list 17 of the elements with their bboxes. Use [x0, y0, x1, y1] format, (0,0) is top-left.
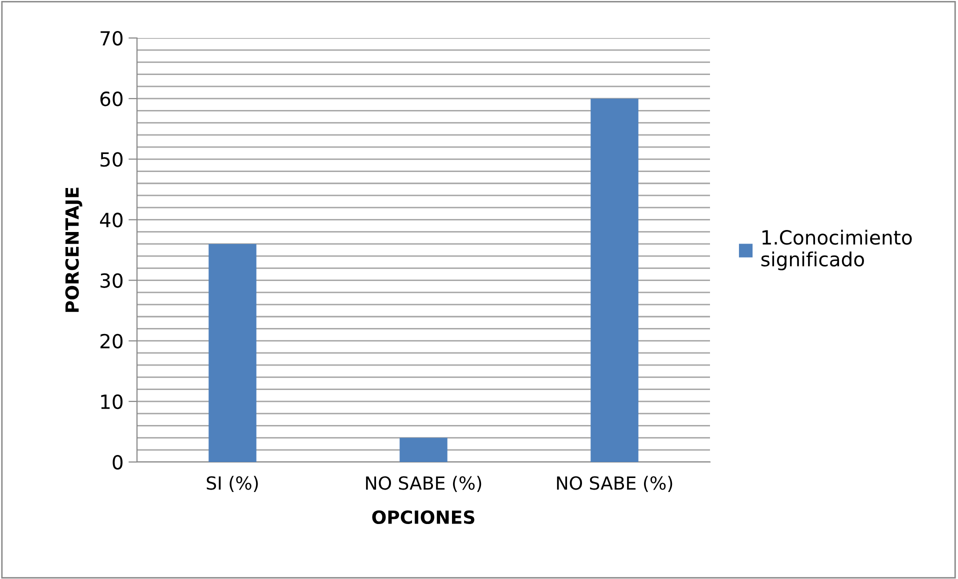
y-tick-label: 70 [100, 30, 123, 46]
y-tick-label: 50 [100, 152, 123, 167]
legend-label: 1.Conocimiento significado [761, 230, 912, 270]
y-tick-label: 0 [112, 454, 123, 470]
x-tick-label: NO SABE (%) [557, 476, 672, 492]
y-tick-label: 60 [100, 92, 123, 106]
x-tick-label: NO SABE (%) [366, 476, 482, 492]
bar [208, 244, 256, 462]
x-tick-label: SI (%) [206, 476, 258, 492]
bar [590, 98, 638, 462]
y-tick-label: 40 [100, 212, 123, 228]
y-tick-label: 20 [100, 334, 123, 349]
y-axis-title: PORCENTAJE [65, 188, 82, 312]
y-tick-label: 30 [100, 273, 123, 288]
x-axis-title: OPCIONES [372, 510, 474, 524]
bar [400, 438, 448, 462]
y-tick-label: 10 [101, 394, 123, 410]
